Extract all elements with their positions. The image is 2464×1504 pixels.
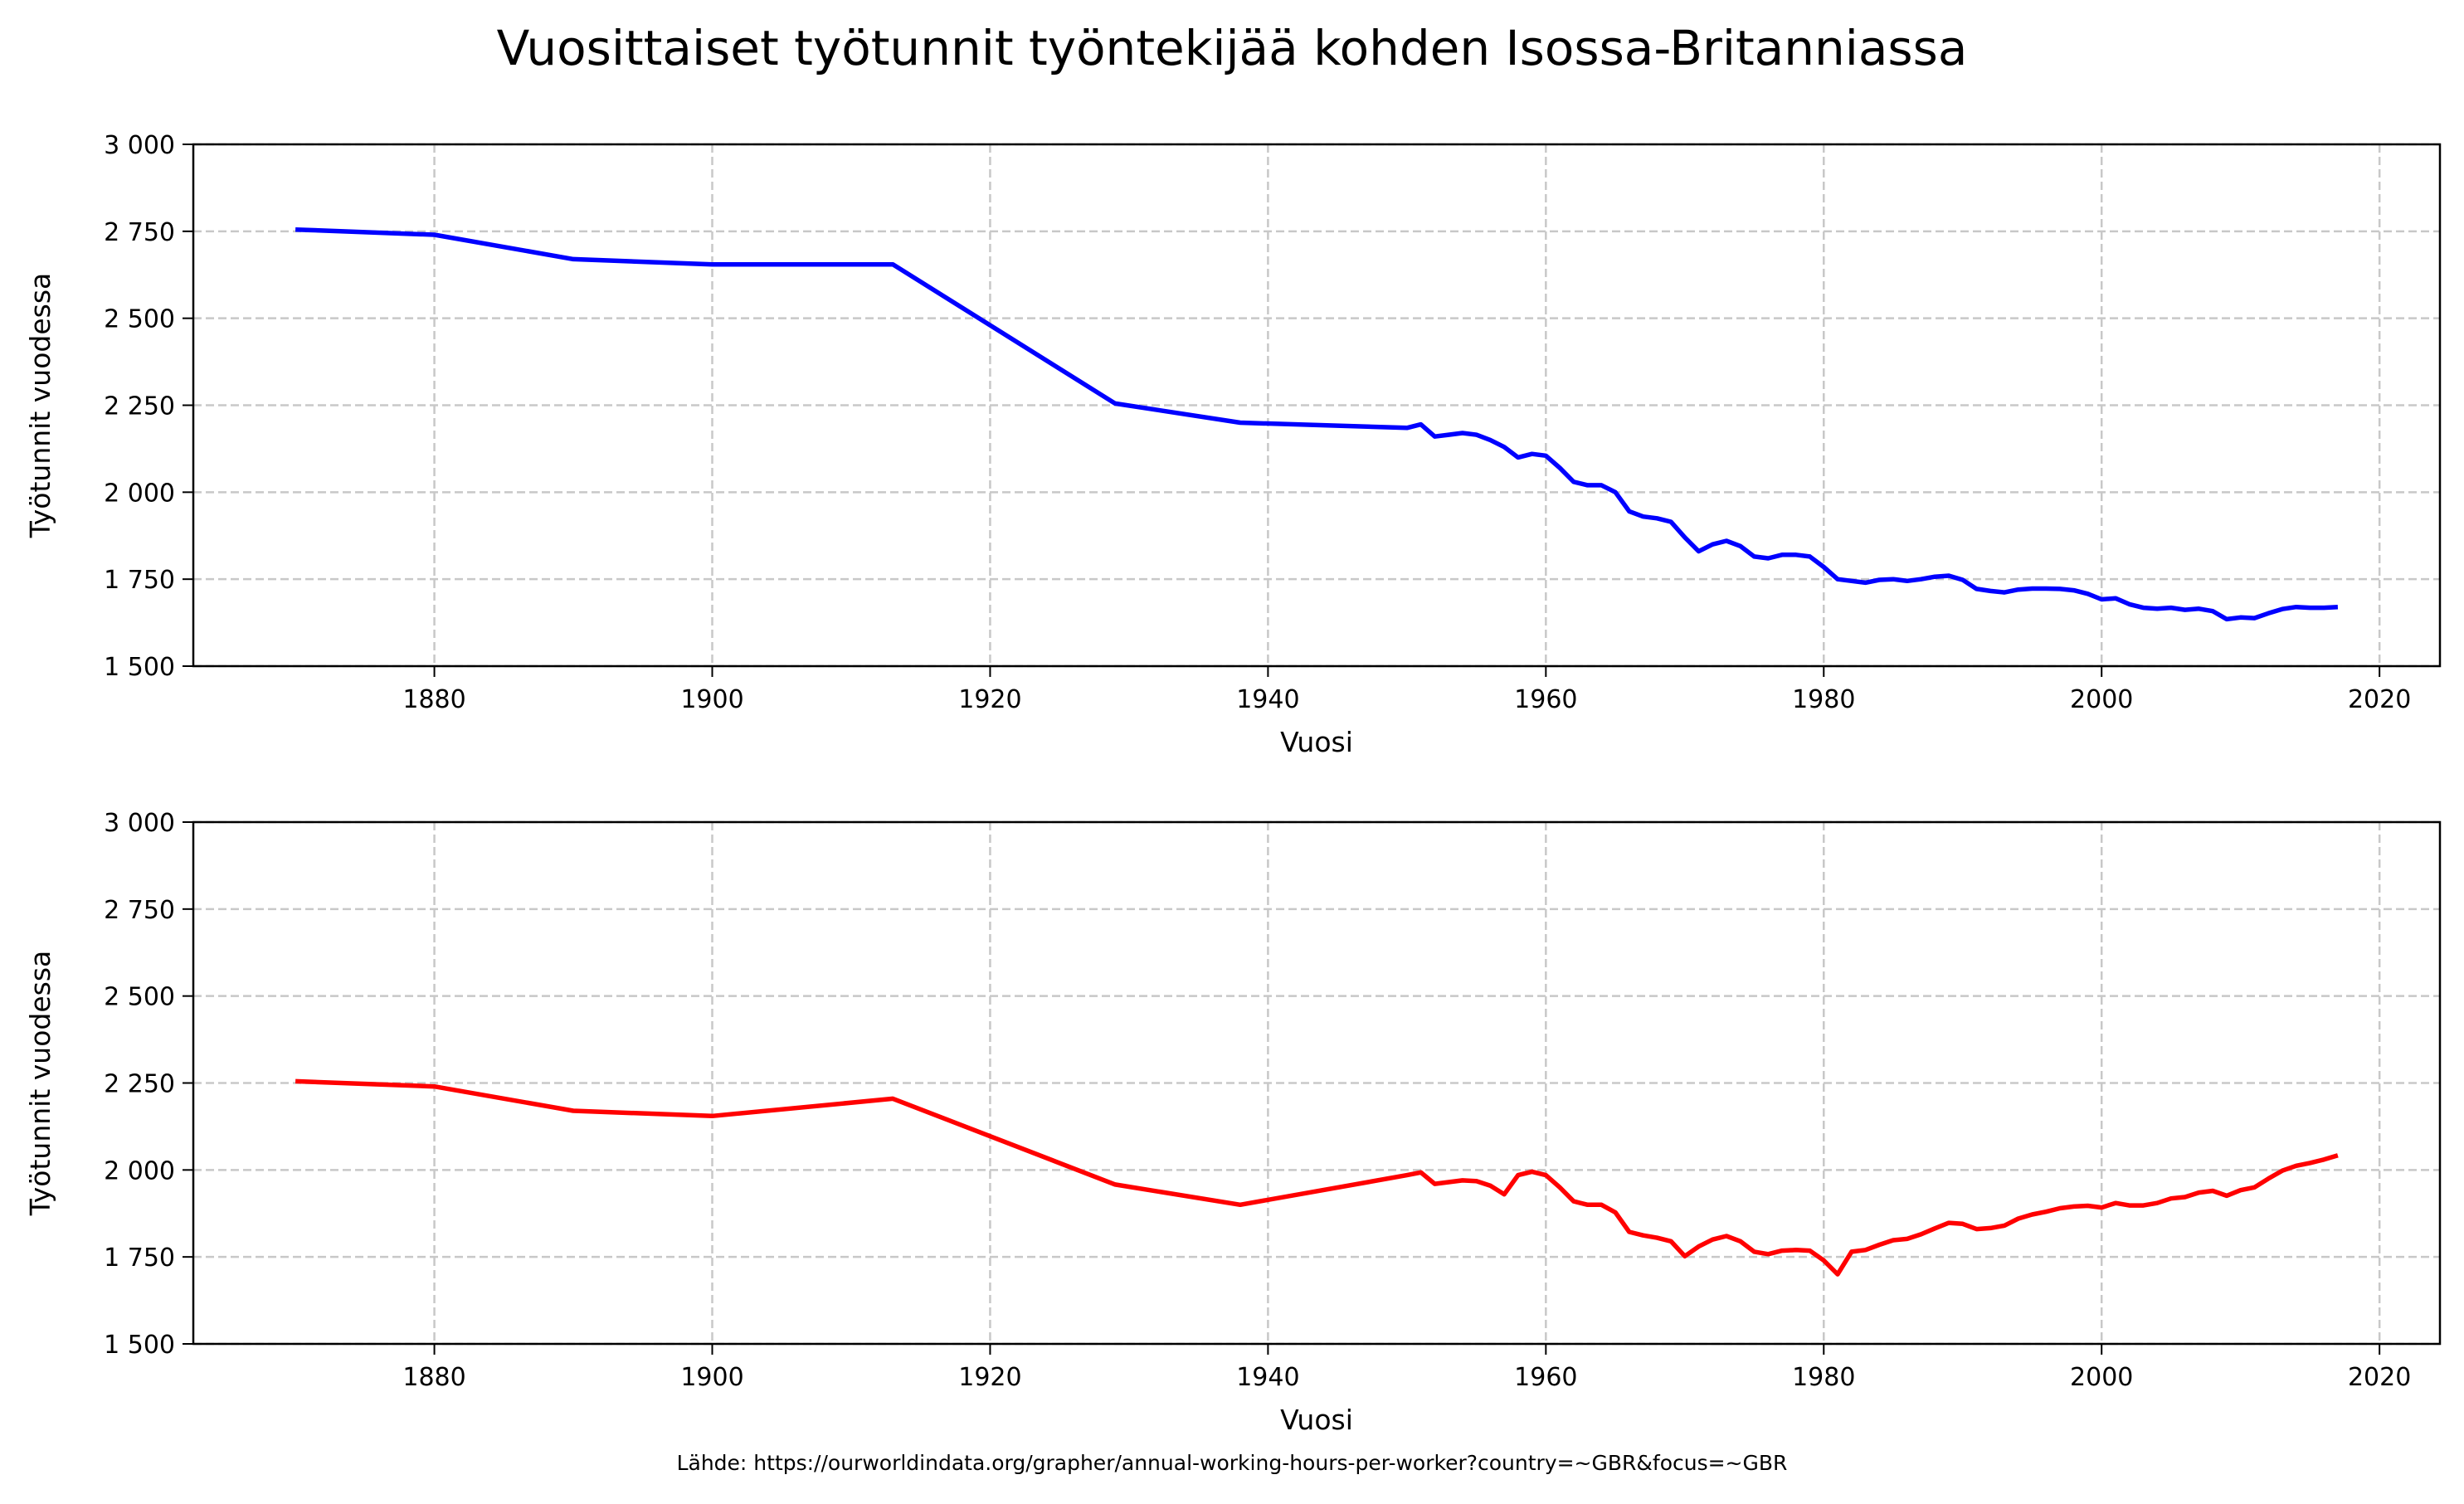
y-tick-label: 2 250 — [104, 1070, 175, 1099]
bottom-subplot: 1880 1900 1920 1940 1960 1980 2000 2020 1 500 1 7… — [24, 809, 2442, 1436]
y-tick-label: 1 500 — [104, 653, 175, 682]
x-tick-label: 1900 — [680, 1363, 743, 1392]
y-tick-label: 2 500 — [104, 305, 175, 334]
y-tick-label: 1 750 — [104, 1244, 175, 1273]
x-tick-label: 1900 — [680, 685, 743, 714]
y-tick-label: 1 500 — [104, 1331, 175, 1360]
y-tick-label: 2 750 — [104, 896, 175, 925]
x-tick-label: 1980 — [1792, 1363, 1855, 1392]
y-axis-label: Työtunnit vuodessa — [24, 951, 56, 1217]
x-axis-label: Vuosi — [1280, 726, 1353, 758]
x-tick-label: 1960 — [1514, 1363, 1577, 1392]
x-tick-label: 1940 — [1236, 685, 1299, 714]
source-note: Lähde: https://ourworldindata.org/graphe… — [677, 1451, 1788, 1475]
y-axis-label: Työtunnit vuodessa — [24, 273, 56, 539]
x-tick-label: 1880 — [402, 1363, 465, 1392]
top-subplot: 1880 1900 1920 1940 1960 1980 2000 2020 1 500 1 7… — [24, 131, 2442, 758]
x-axis-label: Vuosi — [1280, 1404, 1353, 1436]
x-tick-label: 1880 — [402, 685, 465, 714]
chart-title: Vuosittaiset työtunnit työntekijää kohde… — [497, 20, 1968, 76]
y-tick-label: 3 000 — [104, 809, 175, 838]
y-tick-label: 2 000 — [104, 1156, 175, 1185]
y-tick-label: 2 750 — [104, 218, 175, 247]
x-tick-label: 1920 — [958, 1363, 1021, 1392]
x-tick-label: 2000 — [2070, 685, 2133, 714]
x-tick-label: 1940 — [1236, 1363, 1299, 1392]
y-tick-label: 1 750 — [104, 566, 175, 595]
y-tick-label: 2 250 — [104, 392, 175, 421]
x-tick-label: 1980 — [1792, 685, 1855, 714]
y-tick-label: 2 000 — [104, 479, 175, 508]
x-tick-label: 2000 — [2070, 1363, 2133, 1392]
y-tick-label: 2 500 — [104, 983, 175, 1012]
x-tick-label: 1920 — [958, 685, 1021, 714]
x-tick-label: 2020 — [2348, 1363, 2411, 1392]
y-tick-label: 3 000 — [104, 131, 175, 160]
x-tick-label: 1960 — [1514, 685, 1577, 714]
x-tick-label: 2020 — [2348, 685, 2411, 714]
